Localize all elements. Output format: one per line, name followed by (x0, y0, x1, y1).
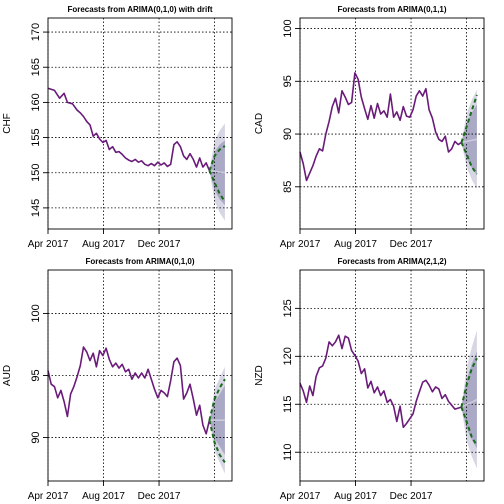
panel-title: Forecasts from ARIMA(0,1,0) (85, 257, 194, 266)
simulated-path-high (460, 94, 478, 143)
panel-title: Forecasts from ARIMA(2,1,2) (337, 257, 446, 266)
simulated-path-low (460, 142, 478, 175)
simulated-path-high (208, 378, 226, 421)
cad-forecast-panel: 85 90 95 100 Apr 2017 Aug 2017 Dec 2017 Forecas… (254, 5, 485, 250)
y-tick-label: 170 (30, 23, 42, 41)
x-tick-label: Apr 2017 (280, 491, 321, 502)
x-tick-label: Apr 2017 (280, 239, 321, 250)
x-tick-label: Dec 2017 (138, 239, 181, 250)
historical-series-line (299, 334, 462, 429)
y-tick-label: 90 (30, 431, 42, 443)
x-tick-label: Dec 2017 (390, 239, 433, 250)
plot-frame (299, 17, 485, 230)
panel-title: Forecasts from ARIMA(0,1,1) (337, 5, 446, 14)
x-tick-label: Aug 2017 (82, 239, 125, 250)
y-tick-label: 165 (30, 58, 42, 76)
x-tick-label: Apr 2017 (28, 239, 69, 250)
plot-frame (47, 17, 233, 230)
historical-series-line (47, 346, 211, 435)
y-tick-label: 100 (282, 19, 294, 37)
forecast-mean-line (461, 138, 478, 144)
y-tick-label: 95 (282, 75, 294, 87)
y-tick-label: 110 (282, 443, 294, 461)
y-tick-label: 150 (30, 164, 42, 182)
y-tick-label: 145 (30, 199, 42, 217)
y-tick-label: 125 (282, 299, 294, 317)
y-tick-label: 160 (30, 93, 42, 111)
chf-forecast-panel: 145 150 155 160 165 170 Apr 2017 Aug 2017 Dec 20… (2, 5, 233, 250)
plot-frame (299, 269, 485, 482)
y-tick-label: 155 (30, 128, 42, 146)
x-tick-label: Dec 2017 (390, 491, 433, 502)
x-tick-label: Aug 2017 (334, 239, 377, 250)
y-axis-label: AUD (2, 365, 13, 386)
simulated-path-low (208, 419, 226, 463)
y-tick-label: 115 (282, 395, 294, 413)
y-axis-label: NZD (254, 365, 265, 386)
simulated-path-low (208, 170, 226, 203)
y-axis-label: CHF (2, 113, 13, 134)
forecast-mean-line (209, 169, 226, 174)
x-tick-label: Aug 2017 (334, 491, 377, 502)
aud-forecast-panel: 90 95 100 Apr 2017 Aug 2017 Dec 2017 Forecasts… (2, 257, 233, 502)
simulated-path-low (460, 406, 478, 447)
historical-series-line (299, 72, 462, 182)
y-tick-label: 120 (282, 347, 294, 365)
panel-title: Forecasts from ARIMA(0,1,0) with drift (67, 5, 212, 14)
forecast-band-80 (461, 351, 477, 449)
forecast-band-80 (461, 104, 477, 176)
x-tick-label: Apr 2017 (28, 491, 69, 502)
y-tick-label: 85 (282, 181, 294, 193)
nzd-forecast-panel: 110 115 120 125 Apr 2017 Aug 2017 Dec 2017 Fore… (254, 257, 485, 502)
x-tick-label: Aug 2017 (82, 491, 125, 502)
forecast-mean-line (461, 398, 478, 408)
y-axis-label: CAD (254, 113, 265, 134)
x-tick-label: Dec 2017 (138, 491, 181, 502)
simulated-path-high (208, 145, 226, 171)
y-tick-label: 95 (30, 369, 42, 381)
y-tick-label: 100 (30, 304, 42, 322)
historical-series-line (47, 87, 211, 171)
simulated-path-high (460, 357, 478, 408)
y-tick-label: 90 (282, 128, 294, 140)
